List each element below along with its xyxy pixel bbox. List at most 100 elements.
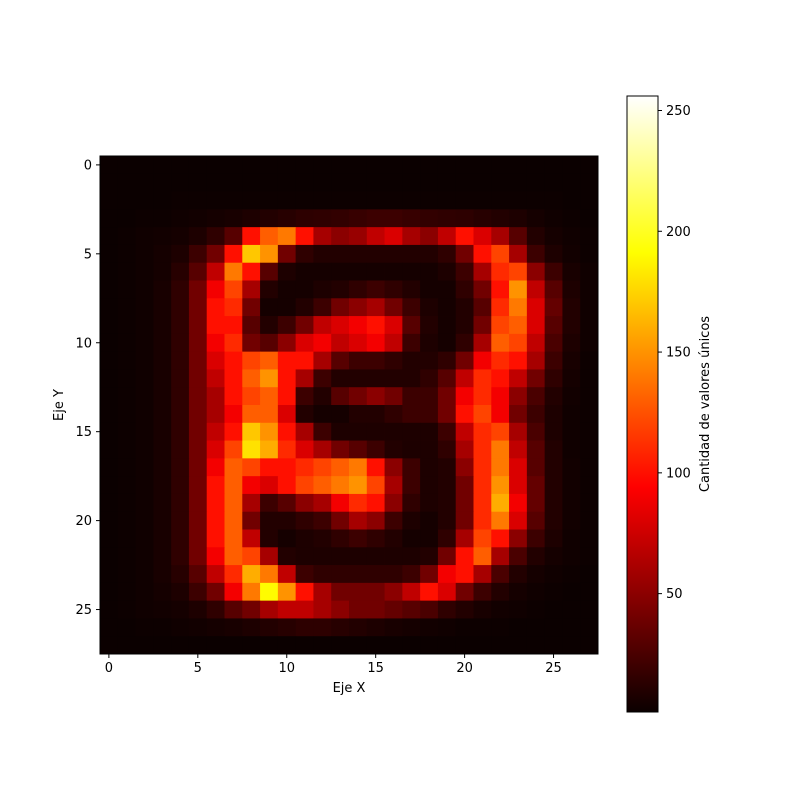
heatmap-cell [260,618,279,637]
heatmap-cell [313,369,332,388]
heatmap-cell [562,262,581,281]
heatmap-cell [171,547,190,566]
heatmap-cell [420,529,439,548]
heatmap-cell [117,369,136,388]
heatmap-cell [349,298,368,317]
heatmap-cell [437,511,457,530]
heatmap-cell [224,618,243,637]
heatmap-cell [295,582,314,602]
heatmap-cell [260,511,279,530]
heatmap-cell [562,565,581,584]
heatmap-cell [509,476,528,495]
heatmap-cell [277,262,297,281]
heatmap-cell [331,209,350,228]
heatmap-cell [420,298,439,317]
heatmap-cell [295,156,314,175]
heatmap-cell [420,333,439,353]
heatmap-cell [117,618,136,637]
heatmap-cell [562,529,581,548]
heatmap-cell [437,636,457,655]
heatmap-cell [171,369,190,388]
heatmap-cell [509,582,528,602]
heatmap-cell [206,476,225,495]
heatmap-cell [509,369,528,388]
heatmap-cell [313,440,332,459]
heatmap-cell [206,173,225,192]
heatmap-cell [242,262,261,281]
heatmap-cell [331,298,350,317]
heatmap-cell [224,422,243,441]
heatmap-cell [366,316,385,335]
heatmap-cell [544,422,563,441]
heatmap-cell [473,298,492,317]
heatmap-cell [366,351,385,370]
heatmap-cell [562,405,581,424]
heatmap-cell [100,476,119,495]
heatmap-cell [331,493,350,513]
heatmap-cell [455,173,474,192]
heatmap-cell [349,440,368,459]
heatmap-cell [580,227,599,246]
heatmap-cell [295,476,314,495]
heatmap-cell [242,618,261,637]
heatmap-cell [491,582,510,602]
heatmap-cell [188,565,208,584]
heatmap-cell [171,618,190,637]
heatmap-cell [171,351,190,370]
heatmap-cell [224,440,243,459]
heatmap-cell [188,191,208,210]
heatmap-cell [295,387,314,406]
heatmap-cell [188,547,208,566]
heatmap-cell [509,244,528,264]
heatmap-cell [224,156,243,175]
heatmap-cell [349,191,368,210]
heatmap-cell [544,262,563,281]
heatmap-cell [313,316,332,335]
heatmap-cell [420,209,439,228]
heatmap-cell [242,387,261,406]
heatmap-cell [153,387,172,406]
heatmap-cell [295,440,314,459]
heatmap-cell [153,173,172,192]
heatmap-cell [491,262,510,281]
heatmap-cell [526,280,546,299]
heatmap-cell [526,333,546,353]
heatmap-cell [260,369,279,388]
heatmap-cell [206,369,225,388]
heatmap-cell [580,600,599,619]
heatmap-cell [313,173,332,192]
heatmap-cell [509,600,528,619]
heatmap-cell [366,440,385,459]
heatmap-cell [260,493,279,513]
x-tick-label: 20 [456,661,473,676]
heatmap-cell [420,422,439,441]
heatmap-cell [526,618,546,637]
heatmap-cell [135,636,154,655]
heatmap-cell [420,582,439,602]
heatmap-cell [420,493,439,513]
heatmap-cell [206,387,225,406]
heatmap-cell [491,422,510,441]
heatmap-cell [313,227,332,246]
heatmap-cell [580,618,599,637]
heatmap-cell [473,280,492,299]
heatmap-cell [544,529,563,548]
heatmap-cell [242,582,261,602]
heatmap-cell [117,173,136,192]
heatmap-cell [455,565,474,584]
heatmap-cell [562,244,581,264]
heatmap-cell [117,600,136,619]
heatmap-cell [242,156,261,175]
heatmap-cell [473,440,492,459]
heatmap-cell [384,387,403,406]
heatmap-cell [562,369,581,388]
heatmap-cell [277,405,297,424]
heatmap-cell [562,173,581,192]
heatmap-cell [349,618,368,637]
heatmap-cell [402,493,421,513]
heatmap-cell [206,636,225,655]
heatmap-cell [277,440,297,459]
heatmap-cell [188,262,208,281]
heatmap-cell [455,476,474,495]
heatmap-cell [100,173,119,192]
